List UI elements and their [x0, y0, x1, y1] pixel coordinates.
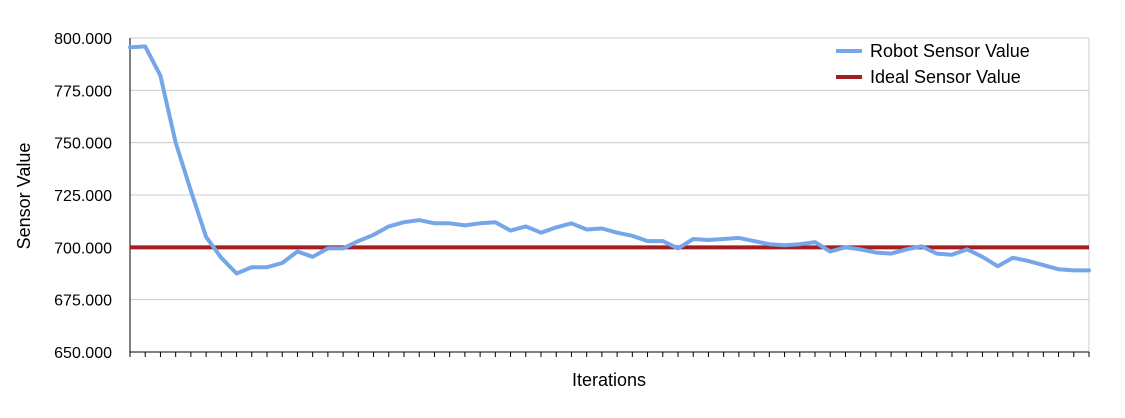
y-tick-label: 750.000 [54, 136, 112, 153]
series-lines [128, 44, 1091, 276]
x-axis-title: Iterations [572, 370, 646, 390]
y-axis-title: Sensor Value [14, 143, 34, 250]
legend-label-ideal-sensor-value: Ideal Sensor Value [870, 67, 1021, 87]
y-tick-label: 650.000 [54, 345, 112, 362]
y-tick-label: 700.000 [54, 240, 112, 257]
y-tick-label: 800.000 [54, 31, 112, 48]
legend: Robot Sensor Value Ideal Sensor Value [836, 41, 1030, 87]
series-line-robot-sensor-value [128, 44, 1091, 276]
y-tick-label: 775.000 [54, 83, 112, 100]
y-tick-label: 675.000 [54, 293, 112, 310]
axes: 650.000 675.000 700.000 725.000 750.000 775.0… [54, 31, 1090, 362]
legend-label-robot-sensor-value: Robot Sensor Value [870, 41, 1030, 61]
y-tick-label: 725.000 [54, 188, 112, 205]
